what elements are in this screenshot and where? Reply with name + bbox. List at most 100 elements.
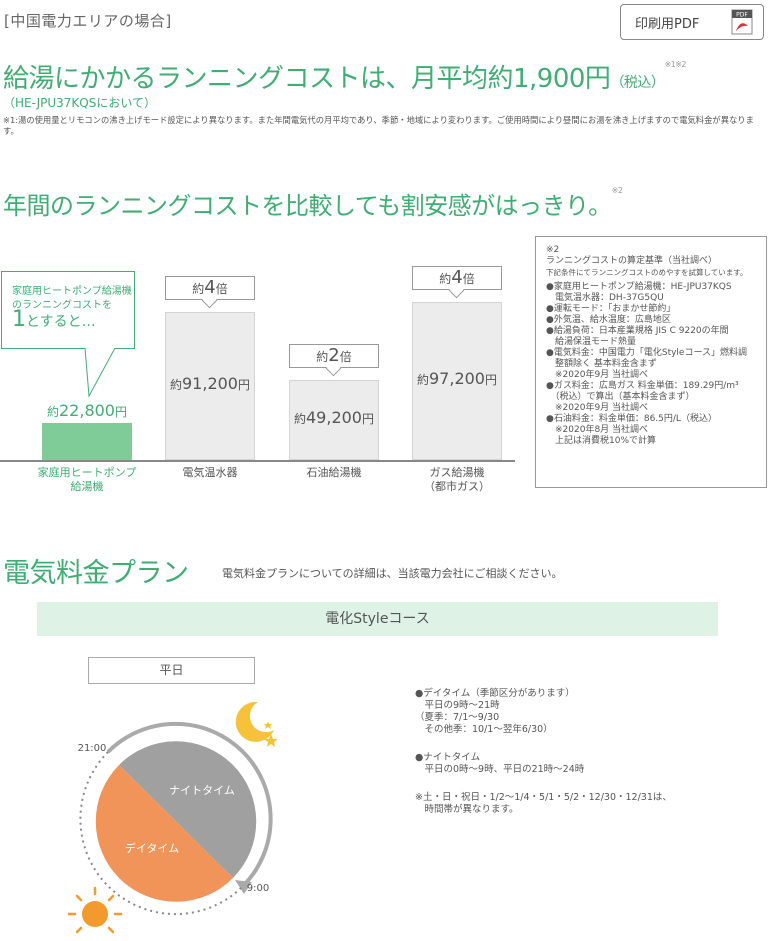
bar-value-label: 約22,800円 [42,401,132,420]
legend-line [415,736,672,752]
criteria-title: ランニングコストの算定基準（当社調べ） [546,256,718,266]
legend-line: 時間帯が異なります。 [415,804,519,815]
legend-line: その他季：10/1〜翌年6/30） [415,724,553,735]
criteria-item: ●運転モード：「おまかせ節約」 [546,304,676,314]
callout-line3: とすると… [26,314,96,330]
ratio-suffix: 倍 [339,350,352,364]
criteria-subtitle: 下記条件にてランニングコストのめやすを試算しています。 [546,268,748,277]
bar-2 [289,380,379,460]
headline-marks: ※1※2 [664,60,687,69]
bar-value-number: 97,200 [429,369,485,388]
footnote-1: ※1:湯の使用量とリモコンの沸き上げモード設定により異なります。また年間電気代の… [3,115,754,136]
criteria-item: ●給湯負荷：日本産業規格 JIS C 9220の年間 [546,326,729,336]
legend-line: ●デイタイム（季節区分があります） [415,688,575,699]
region-label: [中国電力エリアの場合] [4,12,172,30]
chart-baseline [0,460,515,462]
callout-one: 1 [12,307,26,332]
compare-title: 年間のランニングコストを比較しても割安感がはっきり。※2 [3,186,623,221]
criteria-item: ※2020年9月 当社調べ [546,403,649,413]
plan-legend: ●デイタイム（季節区分があります） 平日の9時〜21時 （夏季：7/1〜9/30 … [415,688,672,816]
bar-value-number: 22,800 [59,401,115,420]
ratio-callout: 約2倍 [289,344,379,368]
model-note: （HE-JPU37KQSにおいて） [3,96,157,110]
bar-value-label: 約97,200円 [412,369,502,388]
bar-value-number: 49,200 [306,408,362,427]
legend-line: （夏季：7/1〜9/30 [415,712,500,723]
criteria-item: 上記は消費税10%で計算 [546,436,657,446]
bar-value-prefix: 約 [293,412,306,426]
moon-icon [235,701,278,747]
day-label: デイタイム [125,841,179,855]
bar-value-unit: 円 [361,412,374,426]
compare-title-text: 年間のランニングコストを比較しても割安感がはっきり。 [3,192,612,220]
time-clock-diagram: ナイトタイム デイタイム 21:00 9:00 [67,701,278,934]
course-band: 電化Styleコース [37,602,718,636]
headline-main: 給湯にかかるランニングコストは、月平均約1,900円 [3,64,611,94]
ratio-suffix: 倍 [462,272,475,286]
criteria-item: 整額除く 基本料金含まず [546,359,657,369]
bar-0 [42,423,132,460]
bar-1 [165,312,255,460]
compare-title-mark: ※2 [611,186,623,195]
bar-value-prefix: 約 [46,405,59,419]
criteria-item: ●石油料金：料金単価：86.5円/L（税込） [546,414,717,424]
category-line: 給湯機 [70,480,104,493]
bar-value-prefix: 約 [416,373,429,387]
ratio-prefix: 約 [439,272,452,286]
plan-title: 電気料金プラン [3,558,189,589]
weekday-label: 平日 [88,657,255,684]
legend-line: 平日の9時〜21時 [415,700,500,711]
criteria-item: 電気温水器：DH-37G5QU [546,293,664,303]
clock-ring [106,721,273,888]
print-pdf-label: 印刷用PDF [635,16,700,32]
criteria-item: ※2020年9月 当社調べ [546,370,649,380]
legend-line: ●ナイトタイム [415,752,481,763]
callout-pointer [84,348,116,398]
criteria-mark: ※2 [546,245,560,255]
bar-value-unit: 円 [237,378,250,392]
bar-value-unit: 円 [484,373,497,387]
bar-value-unit: 円 [114,405,127,419]
night-sector [119,741,257,878]
day-sector [95,765,233,902]
category-line: ガス給湯機 [429,466,485,479]
heatpump-callout: 家庭用ヒートポンプ給湯機 のランニングコストを 1とすると… [1,271,135,349]
ratio-prefix: 約 [316,350,329,364]
night-label: ナイトタイム [169,784,235,797]
category-label: 石油給湯機 [269,466,399,480]
ratio-value: 4 [204,277,216,298]
time-21: 21:00 [78,743,107,754]
clock-ring-arrow [235,880,252,894]
pdf-icon: PDF [731,9,753,35]
headline-tax: （税込） [610,75,665,91]
bar-value-label: 約49,200円 [289,408,379,427]
bar-3 [412,302,502,460]
criteria-item: ●外気温、給水温度：広島地区 [546,315,671,325]
criteria-item: （税込）で算出（基本料金含まず） [546,392,695,402]
sun-icon [67,886,123,934]
legend-line [415,776,672,792]
criteria-item: ●ガス料金：広島ガス 料金単価：189.29円/m³ [546,381,739,391]
bar-value-number: 91,200 [182,374,238,393]
ratio-value: 2 [328,345,340,366]
callout-line2: のランニングコストを [12,300,112,311]
category-line: （都市ガス） [424,480,490,493]
ratio-callout: 約4倍 [165,276,255,300]
running-cost-chart: 約22,800円 家庭用ヒートポンプ 給湯機 約91,200円 約4倍 電気温水器 約49,… [0,240,530,500]
category-line: 電気温水器 [182,466,238,479]
legend-line: 平日の0時〜9時、平日の21時〜24時 [415,764,585,775]
bar-value-label: 約91,200円 [165,374,255,393]
bar-value-prefix: 約 [169,378,182,392]
pdf-icon-text: PDF [736,12,748,19]
legend-line: ※土・日・祝日・1/2〜1/4・5/1・5/2・12/30・12/31は、 [415,792,672,803]
criteria-items: ●家庭用ヒートポンプ給湯機：HE-JPU37KQS 電気温水器：DH-37G5Q… [546,282,760,447]
category-label: ガス給湯機 （都市ガス） [392,466,522,494]
ratio-callout: 約4倍 [412,266,502,290]
category-line: 家庭用ヒートポンプ [37,466,137,479]
print-pdf-button[interactable]: 印刷用PDF PDF [620,4,764,40]
criteria-item: ●家庭用ヒートポンプ給湯機：HE-JPU37KQS [546,282,732,292]
ratio-prefix: 約 [192,282,205,296]
callout-line1: 家庭用ヒートポンプ給湯機 [12,286,132,297]
time-9: 9:00 [247,883,269,894]
headline: 給湯にかかるランニングコストは、月平均約1,900円（税込） ※1※2 [3,58,687,95]
